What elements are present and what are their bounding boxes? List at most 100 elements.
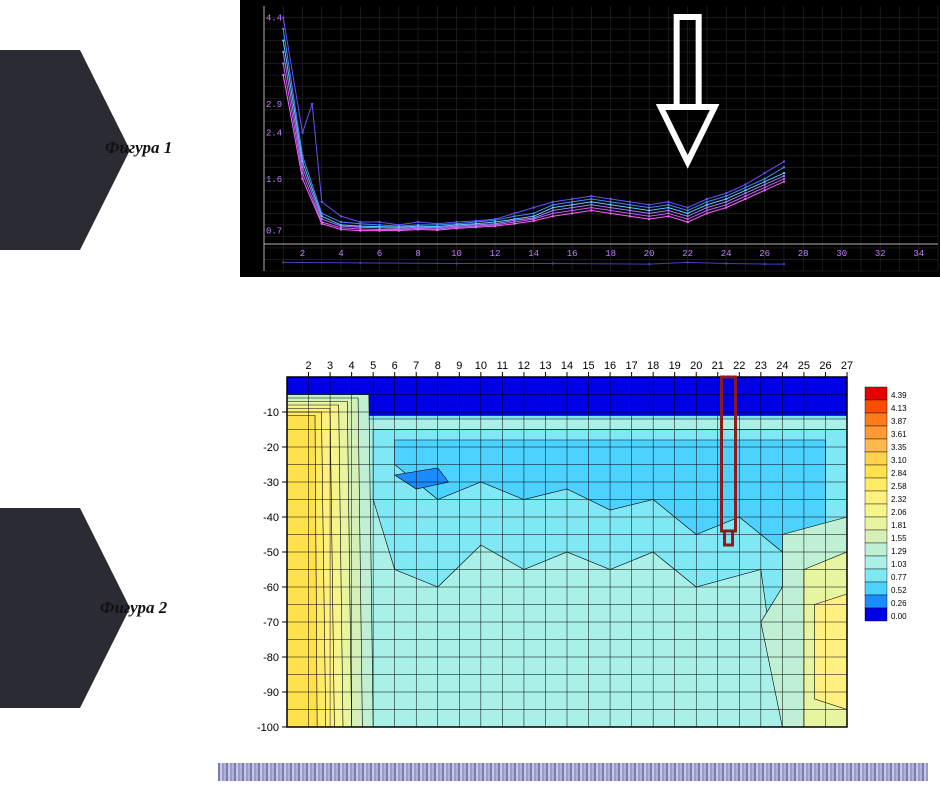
legend-swatch [865, 400, 887, 413]
svg-text:10: 10 [451, 249, 462, 259]
legend-swatch [865, 491, 887, 504]
svg-text:4.4: 4.4 [266, 14, 282, 24]
svg-text:6: 6 [392, 360, 398, 372]
legend-value: 1.03 [891, 560, 907, 569]
svg-text:32: 32 [875, 249, 886, 259]
legend-value: 0.52 [891, 586, 907, 595]
svg-text:20: 20 [690, 360, 702, 372]
legend-swatch [865, 569, 887, 582]
svg-text:-90: -90 [263, 687, 279, 699]
svg-text:13: 13 [539, 360, 551, 372]
legend-swatch [865, 595, 887, 608]
svg-text:0.7: 0.7 [266, 227, 282, 237]
svg-text:24: 24 [776, 360, 788, 372]
footer-decorative-strip [218, 763, 928, 781]
legend-value: 3.61 [891, 430, 907, 439]
svg-text:-70: -70 [263, 617, 279, 629]
legend-value: 1.29 [891, 547, 907, 556]
legend-value: 4.13 [891, 404, 907, 413]
svg-text:19: 19 [669, 360, 681, 372]
svg-text:6: 6 [377, 249, 382, 259]
svg-text:20: 20 [644, 249, 655, 259]
chart-2-container: 2345678910111213141516171819202122232425… [232, 355, 932, 737]
svg-text:1.6: 1.6 [266, 175, 282, 185]
svg-text:2.4: 2.4 [266, 129, 282, 139]
figure-2-label: Фигура 2 [100, 598, 167, 618]
legend-value: 2.84 [891, 469, 907, 478]
legend-swatch [865, 413, 887, 426]
legend-swatch [865, 543, 887, 556]
legend-value: 2.32 [891, 495, 907, 504]
svg-text:-30: -30 [263, 477, 279, 489]
svg-text:14: 14 [561, 360, 573, 372]
svg-text:16: 16 [567, 249, 578, 259]
legend-value: 3.35 [891, 443, 907, 452]
svg-text:26: 26 [759, 249, 770, 259]
svg-text:8: 8 [435, 360, 441, 372]
page: { "labels":{"fig1":"Фигура 1","fig2":"Фи… [0, 0, 940, 788]
legend-value: 2.06 [891, 508, 907, 517]
legend-value: 3.10 [891, 456, 907, 465]
legend-value: 0.00 [891, 612, 907, 621]
legend-swatch [865, 426, 887, 439]
svg-text:5: 5 [370, 360, 376, 372]
svg-text:12: 12 [518, 360, 530, 372]
legend-swatch [865, 387, 887, 400]
svg-text:16: 16 [604, 360, 616, 372]
legend-value: 2.58 [891, 482, 907, 491]
svg-text:2: 2 [300, 249, 305, 259]
svg-text:-100: -100 [257, 722, 279, 734]
svg-text:10: 10 [475, 360, 487, 372]
legend-value: 0.26 [891, 599, 907, 608]
legend-swatch [865, 556, 887, 569]
chart-1-container: 2468101214161820222426283032340.71.62.42… [240, 0, 940, 277]
svg-text:24: 24 [721, 249, 732, 259]
svg-text:-20: -20 [263, 442, 279, 454]
chart-2-contour-plot: 2345678910111213141516171819202122232425… [232, 355, 932, 737]
pointer-shape-1 [0, 50, 80, 250]
svg-text:12: 12 [490, 249, 501, 259]
legend-swatch [865, 478, 887, 491]
svg-text:18: 18 [605, 249, 616, 259]
legend-value: 3.87 [891, 417, 907, 426]
svg-text:9: 9 [456, 360, 462, 372]
svg-text:30: 30 [836, 249, 847, 259]
svg-text:-60: -60 [263, 582, 279, 594]
legend-value: 1.81 [891, 521, 907, 530]
svg-text:-50: -50 [263, 547, 279, 559]
svg-text:8: 8 [415, 249, 420, 259]
svg-text:15: 15 [582, 360, 594, 372]
svg-text:2.9: 2.9 [266, 100, 282, 110]
svg-text:34: 34 [913, 249, 924, 259]
legend-swatch [865, 530, 887, 543]
svg-text:4: 4 [338, 249, 343, 259]
svg-text:25: 25 [798, 360, 810, 372]
legend-swatch [865, 608, 887, 621]
svg-text:22: 22 [733, 360, 745, 372]
legend-swatch [865, 582, 887, 595]
legend-swatch [865, 439, 887, 452]
svg-text:27: 27 [841, 360, 853, 372]
legend-value: 1.55 [891, 534, 907, 543]
svg-text:2: 2 [305, 360, 311, 372]
legend-swatch [865, 504, 887, 517]
svg-text:7: 7 [413, 360, 419, 372]
svg-text:21: 21 [712, 360, 724, 372]
svg-text:-40: -40 [263, 512, 279, 524]
legend-swatch [865, 452, 887, 465]
figure-1-label: Фигура 1 [105, 138, 172, 158]
svg-text:18: 18 [647, 360, 659, 372]
svg-text:28: 28 [798, 249, 809, 259]
svg-text:-10: -10 [263, 407, 279, 419]
svg-text:17: 17 [625, 360, 637, 372]
chart-1-line-plot: 2468101214161820222426283032340.71.62.42… [242, 2, 940, 275]
svg-text:11: 11 [497, 360, 508, 372]
legend-swatch [865, 465, 887, 478]
svg-text:3: 3 [327, 360, 333, 372]
svg-text:-80: -80 [263, 652, 279, 664]
svg-text:4: 4 [349, 360, 355, 372]
legend-value: 4.39 [891, 391, 907, 400]
pointer-shape-2 [0, 508, 80, 708]
svg-text:14: 14 [528, 249, 539, 259]
legend-value: 0.77 [891, 573, 907, 582]
